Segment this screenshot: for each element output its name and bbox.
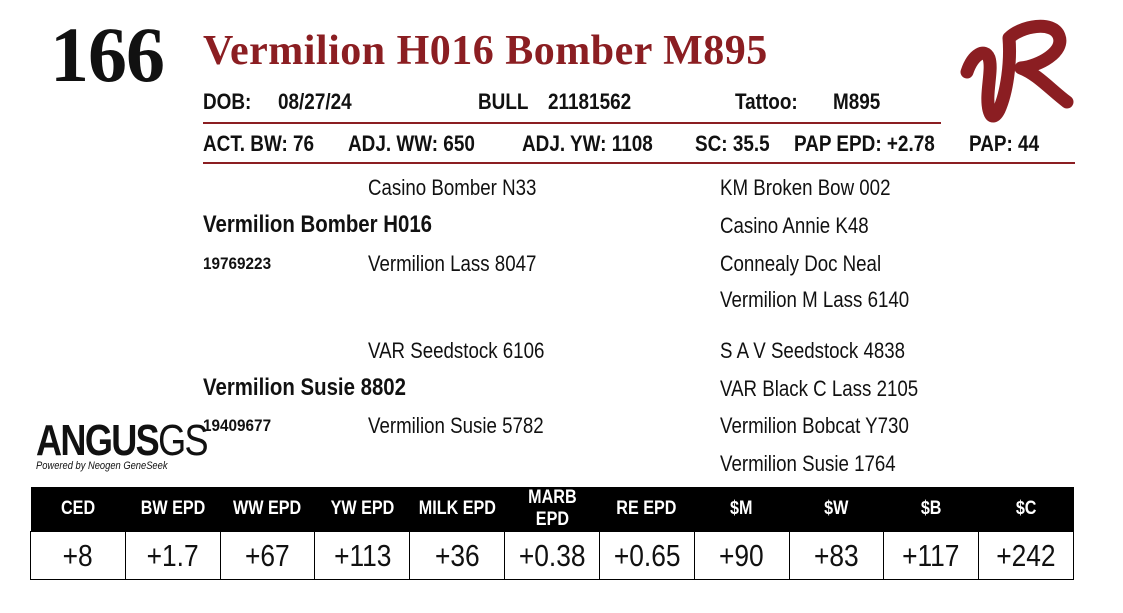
epd-value: +0.65 <box>598 531 695 580</box>
dam-sire: VAR Seedstock 6106 <box>368 338 545 363</box>
epd-header: YW EPD <box>314 487 410 532</box>
gs-logo-text: GS <box>158 416 208 465</box>
dam-name: Vermilion Susie 8802 <box>203 374 406 401</box>
epd-header: $M <box>694 487 789 532</box>
great-grandparent: Casino Annie K48 <box>720 213 869 238</box>
epd-header: BW EPD <box>125 487 221 532</box>
scrotal-circumference: SC: 35.5 <box>695 131 770 156</box>
divider-bottom <box>203 162 1075 164</box>
epd-table: CED BW EPD WW EPD YW EPD MILK EPD MARB E… <box>30 487 1074 580</box>
epd-value: +117 <box>883 531 980 580</box>
epd-value: +242 <box>978 531 1074 580</box>
epd-header: $B <box>883 487 979 532</box>
epd-value: +83 <box>788 531 885 580</box>
vr-ranch-logo-icon <box>960 19 1074 123</box>
adjusted-yearling-weight: ADJ. YW: 1108 <box>522 131 653 156</box>
great-grandparent: Vermilion Susie 1764 <box>720 451 896 476</box>
epd-header: WW EPD <box>220 487 315 532</box>
pap-epd: PAP EPD: +2.78 <box>794 131 935 156</box>
great-grandparent: Vermilion Bobcat Y730 <box>720 413 909 438</box>
great-grandparent: Connealy Doc Neal <box>720 251 882 276</box>
lot-number: 166 <box>50 11 165 98</box>
epd-header: $W <box>789 487 884 532</box>
actual-birth-weight: ACT. BW: 76 <box>203 131 315 156</box>
epd-header: CED <box>30 487 126 532</box>
dob-label: DOB: <box>203 89 252 114</box>
pap-score: PAP: 44 <box>969 131 1040 156</box>
sire-name: Vermilion Bomber H016 <box>203 211 433 238</box>
sex-value: BULL <box>478 89 529 114</box>
dam-registration: 19409677 <box>203 416 272 435</box>
sire-dam: Vermilion Lass 8047 <box>368 251 537 276</box>
animal-name: Vermilion H016 Bomber M895 <box>203 28 768 74</box>
great-grandparent: VAR Black C Lass 2105 <box>720 376 919 401</box>
epd-value-row: +8 +1.7 +67 +113 +36 +0.38 +0.65 +90 +83… <box>30 531 1074 580</box>
epd-value: +0.38 <box>504 531 600 580</box>
epd-header: $C <box>978 487 1074 532</box>
angus-tagline: Powered by Neogen GeneSeek <box>36 460 168 472</box>
epd-value: +90 <box>693 531 790 580</box>
epd-header-row: CED BW EPD WW EPD YW EPD MILK EPD MARB E… <box>30 487 1074 532</box>
epd-value: +8 <box>30 531 126 580</box>
epd-value: +113 <box>314 531 411 580</box>
angus-logo-text: ANGUS <box>36 416 160 465</box>
epd-header: RE EPD <box>599 487 695 532</box>
epd-value: +1.7 <box>124 531 221 580</box>
tattoo-label: Tattoo: <box>735 89 798 114</box>
sire-registration: 19769223 <box>203 254 272 273</box>
dob-value: 08/27/24 <box>278 89 352 114</box>
great-grandparent: KM Broken Bow 002 <box>720 175 891 200</box>
great-grandparent: S A V Seedstock 4838 <box>720 338 906 363</box>
tattoo-value: M895 <box>833 89 881 114</box>
adjusted-weaning-weight: ADJ. WW: 650 <box>348 131 475 156</box>
registration-number: 21181562 <box>548 89 632 114</box>
great-grandparent: Vermilion M Lass 6140 <box>720 287 910 312</box>
sire-sire: Casino Bomber N33 <box>368 175 537 200</box>
epd-value: +67 <box>219 531 316 580</box>
epd-header: MILK EPD <box>409 487 505 532</box>
epd-value: +36 <box>409 531 506 580</box>
epd-header: MARB EPD <box>504 487 600 532</box>
angus-gs-logo: ANGUSGS Powered by Neogen GeneSeek <box>36 416 244 473</box>
dam-dam: Vermilion Susie 5782 <box>368 413 544 438</box>
divider-top <box>203 122 941 124</box>
